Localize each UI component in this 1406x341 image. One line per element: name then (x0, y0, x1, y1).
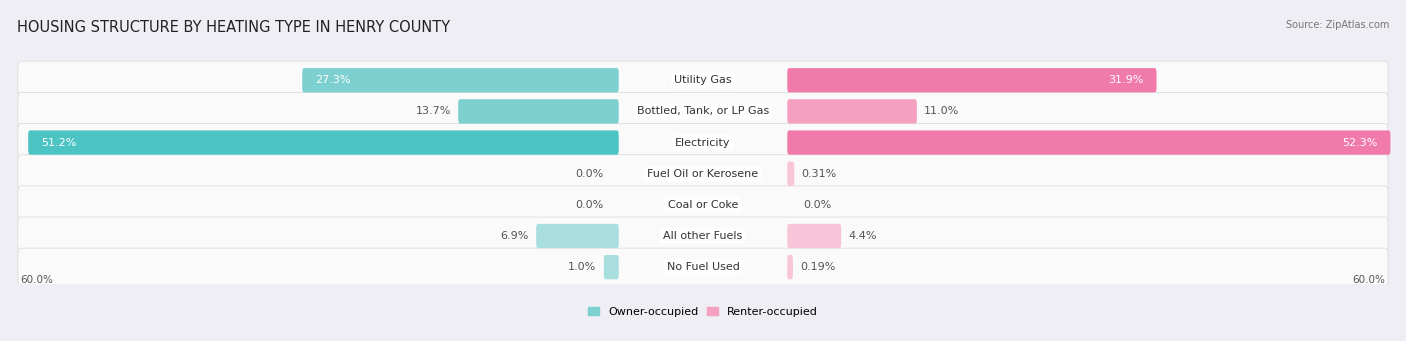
Text: Source: ZipAtlas.com: Source: ZipAtlas.com (1285, 20, 1389, 30)
Text: Coal or Coke: Coal or Coke (668, 200, 738, 210)
FancyBboxPatch shape (18, 217, 1388, 255)
FancyBboxPatch shape (18, 248, 1388, 286)
Text: Fuel Oil or Kerosene: Fuel Oil or Kerosene (647, 169, 759, 179)
Text: Electricity: Electricity (675, 137, 731, 148)
Text: 0.31%: 0.31% (801, 169, 837, 179)
Text: 0.0%: 0.0% (575, 169, 603, 179)
FancyBboxPatch shape (302, 68, 619, 92)
Text: HOUSING STRUCTURE BY HEATING TYPE IN HENRY COUNTY: HOUSING STRUCTURE BY HEATING TYPE IN HEN… (17, 20, 450, 35)
FancyBboxPatch shape (28, 130, 619, 155)
FancyBboxPatch shape (458, 99, 619, 123)
FancyBboxPatch shape (787, 255, 793, 279)
FancyBboxPatch shape (18, 61, 1388, 99)
Text: 6.9%: 6.9% (501, 231, 529, 241)
Text: No Fuel Used: No Fuel Used (666, 262, 740, 272)
FancyBboxPatch shape (787, 224, 841, 248)
Text: 13.7%: 13.7% (415, 106, 451, 116)
Text: 31.9%: 31.9% (1108, 75, 1143, 85)
Text: 51.2%: 51.2% (41, 137, 77, 148)
FancyBboxPatch shape (787, 130, 1391, 155)
FancyBboxPatch shape (18, 186, 1388, 224)
Text: 27.3%: 27.3% (315, 75, 352, 85)
Text: 0.0%: 0.0% (803, 200, 831, 210)
FancyBboxPatch shape (18, 92, 1388, 130)
Text: 60.0%: 60.0% (21, 275, 53, 285)
FancyBboxPatch shape (18, 155, 1388, 193)
Text: 1.0%: 1.0% (568, 262, 596, 272)
FancyBboxPatch shape (787, 99, 917, 123)
Text: All other Fuels: All other Fuels (664, 231, 742, 241)
FancyBboxPatch shape (787, 162, 794, 186)
Text: 4.4%: 4.4% (849, 231, 877, 241)
Text: 0.0%: 0.0% (575, 200, 603, 210)
Text: 0.19%: 0.19% (800, 262, 835, 272)
FancyBboxPatch shape (536, 224, 619, 248)
Text: Utility Gas: Utility Gas (675, 75, 731, 85)
Text: 52.3%: 52.3% (1341, 137, 1378, 148)
Legend: Owner-occupied, Renter-occupied: Owner-occupied, Renter-occupied (583, 302, 823, 321)
FancyBboxPatch shape (18, 123, 1388, 162)
Text: 11.0%: 11.0% (924, 106, 959, 116)
FancyBboxPatch shape (787, 68, 1157, 92)
FancyBboxPatch shape (603, 255, 619, 279)
Text: 60.0%: 60.0% (1353, 275, 1385, 285)
Text: Bottled, Tank, or LP Gas: Bottled, Tank, or LP Gas (637, 106, 769, 116)
